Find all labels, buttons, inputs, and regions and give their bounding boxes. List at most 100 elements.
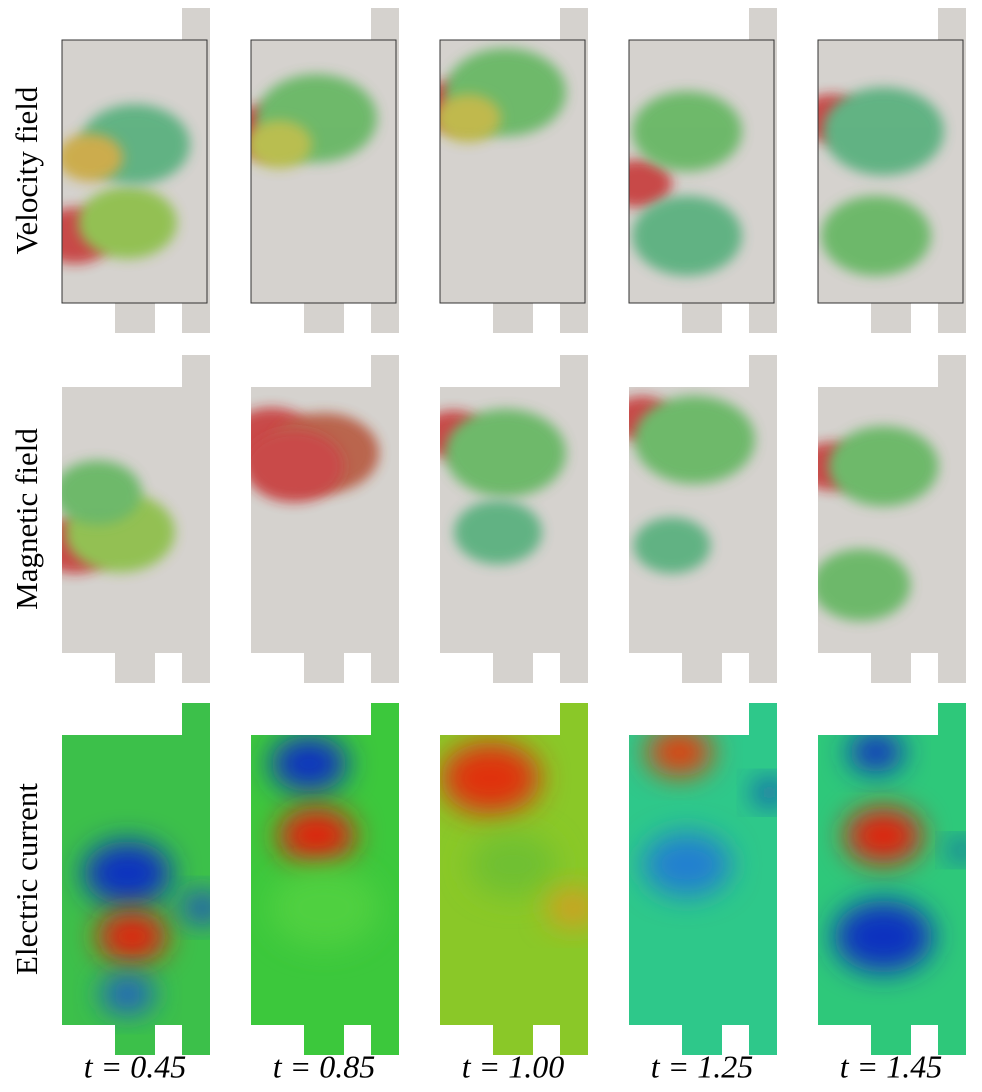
panel: [818, 703, 966, 1055]
field-blob: [62, 460, 142, 525]
field-blob: [180, 891, 210, 924]
domain: [560, 703, 588, 1055]
field-overlay: [62, 460, 175, 574]
field-overlay: [269, 735, 379, 948]
row-label: Magnetic field: [9, 428, 44, 610]
field-blob: [632, 195, 742, 276]
domain: [871, 651, 911, 683]
column-label: t = 0.45: [84, 1048, 186, 1084]
panel: [818, 355, 966, 683]
field-blob: [545, 887, 588, 928]
domain: [182, 8, 210, 333]
field-blob: [96, 911, 168, 963]
panel: [817, 8, 966, 333]
panel: [628, 8, 777, 333]
field-blob: [823, 87, 944, 176]
field-blob: [828, 426, 939, 507]
field-blob: [834, 900, 933, 973]
column-label: t = 1.25: [651, 1048, 753, 1084]
panel: [251, 355, 399, 683]
field-overlay: [818, 87, 944, 276]
field-blob: [445, 409, 566, 497]
domain: [493, 301, 533, 333]
panel: [629, 703, 777, 1055]
domain: [182, 703, 210, 1055]
domain: [871, 301, 911, 333]
field-overlay: [629, 91, 742, 276]
row-label: Velocity field: [9, 86, 44, 254]
domain: [115, 1023, 155, 1055]
domain: [938, 8, 966, 333]
panel: [440, 355, 588, 683]
domain: [493, 1023, 533, 1055]
field-blob: [632, 91, 742, 172]
field-blob: [251, 430, 344, 503]
domain: [182, 355, 210, 683]
field-blob: [629, 159, 672, 208]
field-blob: [821, 195, 931, 276]
field-overlay: [441, 742, 588, 928]
domain: [749, 8, 777, 333]
domain: [115, 301, 155, 333]
frame: [628, 39, 775, 304]
field-blob: [948, 840, 966, 860]
panel: [250, 8, 399, 333]
field-blob: [441, 742, 540, 815]
domain: [871, 1023, 911, 1055]
frame: [250, 39, 397, 304]
domain: [938, 703, 966, 1055]
frame: [817, 39, 964, 304]
domain: [682, 1023, 722, 1055]
field-overlay: [818, 426, 939, 621]
field-blob: [634, 395, 755, 484]
domain: [560, 355, 588, 683]
row-label: Electric current: [9, 783, 44, 975]
field-overlay: [834, 732, 966, 973]
field-blob: [251, 120, 312, 169]
column-label: t = 1.00: [462, 1048, 564, 1084]
domain: [371, 355, 399, 683]
field-blob: [269, 867, 379, 948]
domain: [371, 703, 399, 1055]
panel: [62, 355, 210, 683]
field-blob: [78, 186, 177, 259]
field-blob: [62, 133, 123, 182]
field-overlay: [440, 409, 566, 565]
field-blob: [643, 832, 731, 897]
domain: [304, 301, 344, 333]
field-overlay: [62, 104, 190, 264]
field-overlay: [251, 407, 379, 503]
frame: [439, 39, 586, 304]
field-blob: [818, 549, 911, 621]
field-overlay: [251, 74, 377, 169]
frame: [61, 39, 208, 304]
domain: [749, 703, 777, 1055]
domain: [749, 355, 777, 683]
column-label: t = 1.45: [840, 1048, 942, 1084]
field-blob: [633, 517, 711, 574]
field-blob: [454, 500, 542, 565]
domain: [938, 355, 966, 683]
domain: [304, 651, 344, 683]
field-blob: [100, 974, 155, 1015]
panel: [629, 355, 777, 683]
field-blob: [278, 807, 355, 864]
panel: [61, 8, 210, 333]
panel: [439, 8, 588, 333]
domain: [682, 651, 722, 683]
domain: [682, 301, 722, 333]
field-blob: [83, 841, 172, 906]
field-blob: [848, 732, 904, 773]
field-blob: [469, 832, 557, 897]
domain: [493, 651, 533, 683]
field-blob: [646, 728, 713, 777]
field-blob: [753, 780, 777, 805]
field-blob: [270, 735, 348, 792]
field-overlay: [629, 395, 755, 574]
domain: [115, 651, 155, 683]
field-overlay: [440, 48, 566, 143]
field-blob: [440, 94, 501, 143]
column-label: t = 0.85: [273, 1048, 375, 1084]
field-overlay: [643, 728, 777, 897]
